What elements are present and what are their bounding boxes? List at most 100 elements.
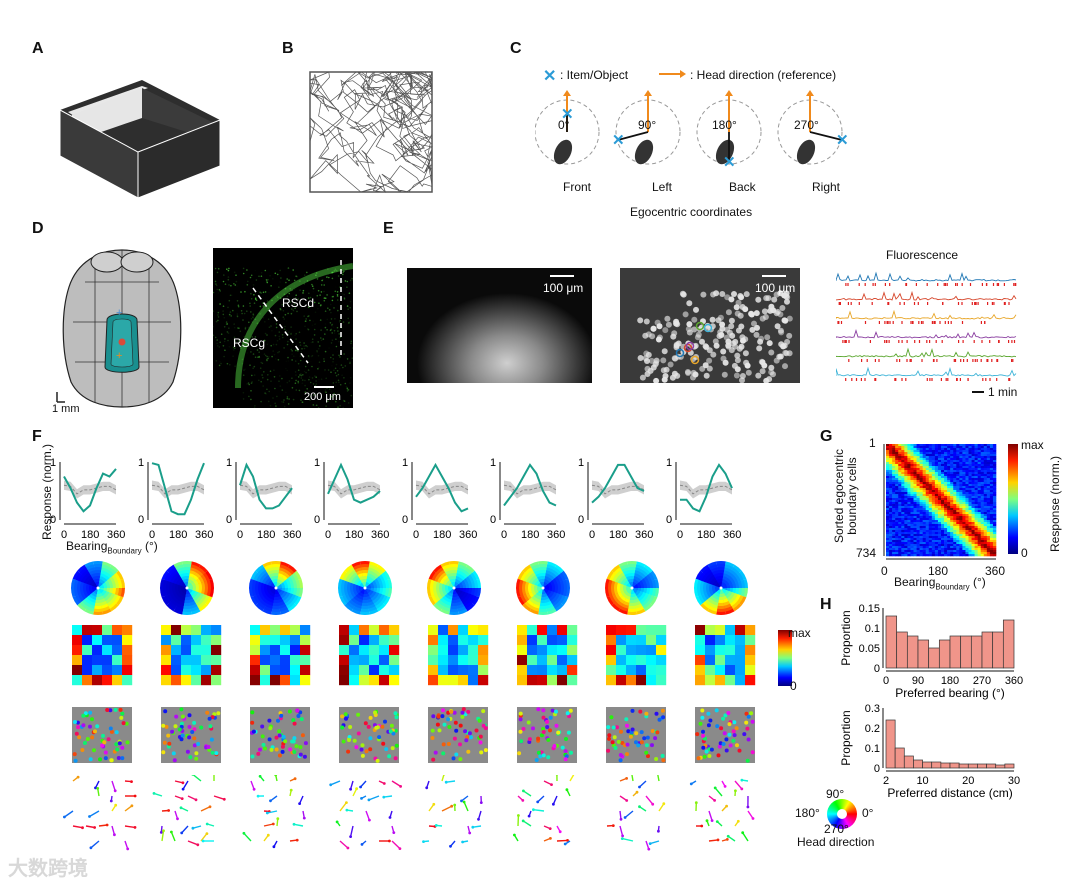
fluor-dot xyxy=(328,309,330,311)
fluor-dot xyxy=(327,400,329,403)
fluor-dot xyxy=(275,326,278,329)
g-cell xyxy=(895,490,899,493)
g-cell xyxy=(910,514,914,517)
xtick-180: 180 xyxy=(521,529,539,541)
event-tick xyxy=(981,340,983,343)
rate-bin xyxy=(290,665,301,676)
fluor-dot xyxy=(309,395,312,398)
g-cell xyxy=(922,458,927,461)
rate-bin xyxy=(161,675,172,686)
g-cell xyxy=(904,454,908,457)
g-cell xyxy=(965,474,969,477)
g-cell xyxy=(941,516,945,519)
fluor-dot xyxy=(279,375,281,377)
event-tick xyxy=(957,302,960,305)
spike-dot xyxy=(387,754,392,759)
g-cell xyxy=(895,520,899,523)
fluor-dot xyxy=(330,356,332,359)
g-cell xyxy=(953,444,957,447)
g-cell xyxy=(977,498,982,501)
g-cell xyxy=(901,484,905,487)
scale-bar-right xyxy=(762,275,786,277)
cell xyxy=(667,361,674,368)
fluor-dot xyxy=(304,391,307,393)
fluor-dot xyxy=(228,313,231,316)
hd-arrow xyxy=(192,775,202,782)
position-left: Left xyxy=(652,180,673,194)
hd-arrow-tip xyxy=(133,794,137,798)
rate-bin xyxy=(369,665,380,676)
fluor-dot xyxy=(314,311,317,313)
fluor-dot xyxy=(300,351,302,353)
g-cell xyxy=(992,478,997,481)
hd-arrow-tip xyxy=(96,787,100,790)
g-cell xyxy=(898,480,902,483)
fluor-dot xyxy=(303,370,306,373)
fluor-dot xyxy=(329,309,331,311)
g-cell xyxy=(962,512,966,515)
rate-map-6 xyxy=(517,625,578,686)
rate-bin xyxy=(349,635,360,646)
spike-dot xyxy=(742,732,747,737)
polar-sector xyxy=(543,588,549,592)
g-cell xyxy=(916,490,920,493)
fluor-dot xyxy=(319,345,321,347)
g-cell xyxy=(892,496,896,499)
g-cell xyxy=(925,506,930,509)
fluor-dot xyxy=(246,269,248,271)
cell xyxy=(691,326,698,333)
spike-dot xyxy=(566,730,571,735)
g-cell xyxy=(901,446,905,449)
g-cell xyxy=(962,454,966,457)
polar-sector xyxy=(721,584,727,588)
rate-bin xyxy=(656,635,667,646)
spike-dot xyxy=(569,750,573,755)
fluor-dot xyxy=(227,339,229,342)
g-cell xyxy=(931,452,936,455)
g-cell xyxy=(956,492,960,495)
event-tick xyxy=(998,340,1000,343)
g-cell xyxy=(916,508,920,511)
g-cell xyxy=(916,494,920,497)
rate-bin xyxy=(389,645,400,656)
fluor-dot xyxy=(324,369,326,371)
spike-dot xyxy=(701,729,705,734)
fluor-dot xyxy=(278,335,281,338)
g-cell xyxy=(959,502,963,505)
spike-dot xyxy=(295,708,300,713)
fluor-dot xyxy=(273,353,276,356)
fluor-dot xyxy=(244,368,246,370)
fluor-dot xyxy=(323,297,326,299)
g-cell xyxy=(886,476,890,479)
fluor-dot xyxy=(251,336,253,338)
g-cell xyxy=(962,500,966,503)
g-cell xyxy=(947,454,951,457)
fluor-dot xyxy=(270,344,272,347)
spike-dot xyxy=(267,737,272,742)
spike-dot xyxy=(430,728,435,733)
rate-bin xyxy=(438,625,449,636)
fluor-dot xyxy=(275,404,277,407)
fluor-dot xyxy=(342,407,344,409)
g-cell xyxy=(895,462,899,465)
g-cell xyxy=(959,484,963,487)
xtick-0: 0 xyxy=(149,529,155,541)
fluor-dot xyxy=(302,292,304,294)
g-cell xyxy=(944,452,948,455)
g-cell xyxy=(916,514,920,517)
g-cell xyxy=(886,450,890,453)
spike-dot xyxy=(292,750,297,754)
hd-arrow-tip xyxy=(205,832,209,835)
fluor-dot xyxy=(326,294,328,296)
g-cell xyxy=(977,476,982,479)
g-cell xyxy=(937,506,942,509)
g-cell xyxy=(962,478,966,481)
fluor-dot xyxy=(343,270,345,273)
g-cell xyxy=(959,512,963,515)
polar-sector xyxy=(181,588,187,592)
fluor-dot xyxy=(232,355,234,357)
fluor-dot xyxy=(293,279,296,282)
g-cell xyxy=(922,462,927,465)
fluor-dot xyxy=(320,329,322,331)
g-cell xyxy=(889,484,893,487)
